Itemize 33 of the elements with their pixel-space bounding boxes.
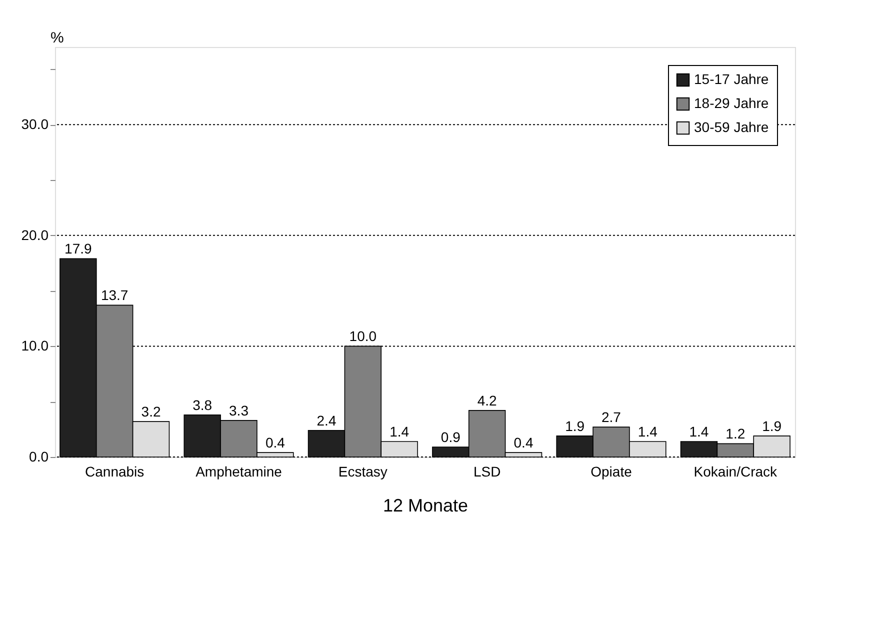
data-label: 0.4 [514,434,534,451]
data-label: 13.7 [100,287,128,304]
x-tick-label: Cannabis [85,464,144,480]
x-axis-title: 12 Monate [382,496,468,516]
data-label: 1.4 [390,423,410,440]
y-tick-label: 20.0 [21,226,49,243]
data-label: 2.4 [316,412,336,428]
data-label: 1.4 [638,423,658,440]
data-label: 4.2 [477,392,498,408]
x-tick-label: Amphetamine [196,464,282,480]
y-tick-label: 30.0 [21,116,49,132]
data-label: 1.9 [565,418,585,434]
data-label: 3.3 [229,402,249,418]
data-label: 0.4 [265,434,286,451]
data-label: 0.9 [440,429,461,446]
data-label: 10.0 [349,328,377,344]
data-label: 1.4 [689,423,709,440]
x-tick-label: LSD [473,464,501,480]
data-label: 3.2 [141,404,161,420]
y-axis-title: % [50,30,64,46]
data-label: 1.2 [726,426,746,442]
data-label: 2.7 [602,409,622,426]
x-tick-label: Opiate [590,464,632,480]
y-tick-label: 0.0 [29,448,49,464]
legend-label: 15-17 Jahre [694,71,769,87]
data-label: 1.9 [762,418,782,434]
data-label: 3.8 [192,396,212,413]
legend-label: 30-59 Jahre [694,119,769,135]
y-tick-label: 10.0 [21,338,49,354]
data-label: 17.9 [64,240,92,257]
x-tick-label: Ecstasy [338,464,388,480]
legend-label: 18-29 Jahre [694,95,769,111]
x-tick-label: Kokain/Crack [694,464,778,480]
